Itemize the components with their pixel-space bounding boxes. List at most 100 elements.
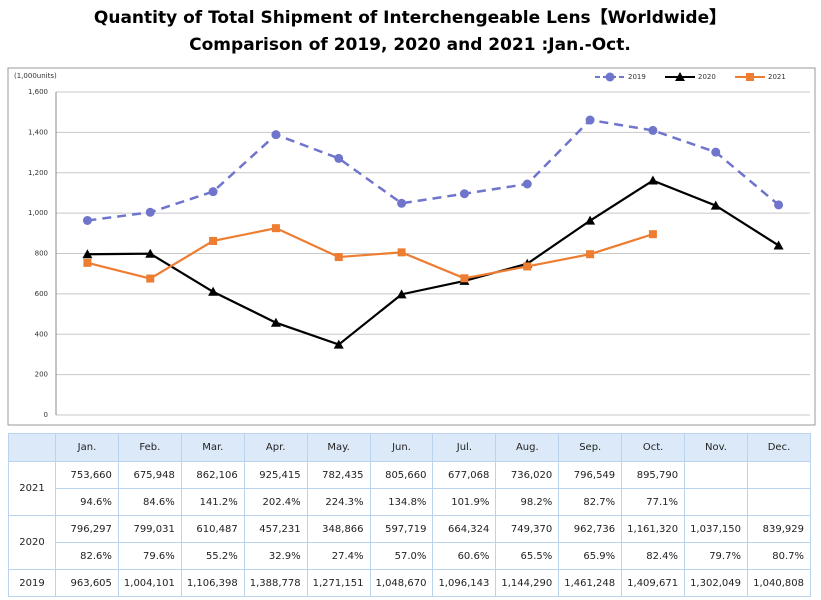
data-point — [271, 224, 280, 233]
y-tick-label: 1,600 — [28, 88, 48, 96]
y-tick-label: 1,000 — [28, 209, 48, 217]
table-cell: 1,144,290 — [495, 569, 560, 597]
y-tick-label: 0 — [44, 411, 48, 419]
table-cell: 79.7% — [684, 542, 748, 570]
column-header: Jan. — [55, 433, 119, 462]
y-tick-label: 800 — [35, 250, 48, 258]
data-point — [146, 274, 155, 283]
table-cell: 664,324 — [432, 515, 497, 543]
table-row: 2021 753,660 675,948 862,106 925,415 782,435 8… — [8, 461, 812, 516]
table-cell: 77.1% — [621, 488, 686, 516]
chart: Quantity of Total Shipment of Intercheng… — [7, 7, 816, 426]
table-cell: 925,415 — [243, 461, 308, 489]
table-row: 82.6% 79.6% 55.2% 32.9% 27.4% 57.0% 60.6% 65.5%… — [9, 542, 812, 570]
table-cell: 141.2% — [180, 488, 245, 516]
table-cell: 839,929 — [746, 515, 812, 543]
table-cell: 675,948 — [117, 461, 182, 489]
table-cell: 84.6% — [117, 488, 182, 516]
corner — [8, 433, 56, 462]
data-point — [334, 153, 344, 163]
legend-label: 2020 — [698, 73, 716, 81]
table-cell: 736,020 — [495, 461, 560, 489]
table-cell — [684, 488, 748, 516]
data-point — [585, 115, 595, 125]
table-cell: 962,736 — [558, 515, 623, 543]
y-tick-label: 1,200 — [28, 169, 48, 177]
row-label: 2021 — [8, 461, 56, 516]
table-cell: 134.8% — [369, 488, 434, 516]
table-cell: 202.4% — [243, 488, 308, 516]
series-line — [87, 227, 654, 280]
column-header: Jun. — [369, 433, 434, 462]
table-cell — [746, 461, 812, 489]
table-cell: 963,605 — [55, 569, 119, 597]
table-cell: 32.9% — [243, 542, 308, 570]
data-point — [522, 179, 532, 189]
table-cell: 82.6% — [55, 542, 119, 570]
series — [83, 224, 657, 283]
chart-frame — [7, 67, 816, 426]
chart-subtitle: Comparison of 2019, 2020 and 2021 :Jan.-… — [189, 35, 631, 55]
table-cell: 796,297 — [55, 515, 119, 543]
table-cell: 27.4% — [306, 542, 371, 570]
table-row: 94.6% 84.6% 141.2% 202.4% 224.3% 134.8% 101.9%… — [9, 488, 812, 516]
table-cell: 677,068 — [432, 461, 497, 489]
legend-marker — [746, 73, 754, 81]
column-header: Oct. — [621, 433, 686, 462]
table-cell: 862,106 — [180, 461, 245, 489]
data-point — [397, 198, 407, 208]
table-cell: 1,040,808 — [746, 569, 812, 597]
data-point — [145, 248, 156, 258]
table-cell: 80.7% — [746, 542, 812, 570]
series-line — [87, 179, 780, 346]
data-point — [648, 230, 657, 239]
legend-item: 2021 — [735, 73, 786, 81]
table-cell: 1,271,151 — [306, 569, 371, 597]
row-label: 2019 — [8, 569, 56, 597]
series-line — [87, 118, 780, 222]
table-cell: 101.9% — [432, 488, 497, 516]
data-point — [208, 187, 218, 197]
table-cell: 55.2% — [180, 542, 245, 570]
data-point — [82, 215, 92, 225]
table-cell: 1,106,398 — [180, 569, 245, 597]
data-point — [397, 248, 406, 257]
legend-label: 2019 — [628, 73, 646, 81]
column-header: Mar. — [180, 433, 245, 462]
column-header: Jul. — [432, 433, 497, 462]
table-cell: 1,302,049 — [684, 569, 748, 597]
legend-marker — [675, 72, 685, 81]
chart-title: Quantity of Total Shipment of Intercheng… — [94, 7, 726, 28]
column-header: May. — [306, 433, 371, 462]
table-cell: 1,004,101 — [117, 569, 182, 597]
table-header: Jan. Feb. Mar. Apr. May. Jun. Jul. Aug. Sep. Oct.… — [8, 433, 812, 462]
table-cell: 65.5% — [495, 542, 560, 570]
y-tick-label: 600 — [35, 290, 48, 298]
data-point — [270, 317, 281, 327]
table-cell: 82.4% — [621, 542, 686, 570]
table-cell: 1,461,248 — [558, 569, 623, 597]
row-label: 2020 — [8, 515, 56, 570]
column-header: Dec. — [746, 433, 812, 462]
legend-label: 2021 — [768, 73, 786, 81]
data-point — [459, 189, 469, 199]
series — [82, 115, 784, 225]
series — [82, 175, 784, 349]
column-header: Apr. — [243, 433, 308, 462]
y-tick-label: 1,400 — [28, 128, 48, 136]
data-point — [523, 262, 532, 271]
column-header: Feb. — [117, 433, 182, 462]
table-cell: 1,048,670 — [369, 569, 434, 597]
table-cell: 805,660 — [369, 461, 434, 489]
legend-item: 2020 — [665, 72, 716, 81]
data-point — [208, 286, 219, 296]
table-cell: 1,037,150 — [684, 515, 748, 543]
data-point — [396, 289, 407, 299]
table-cell: 610,487 — [180, 515, 245, 543]
data-point — [585, 215, 596, 225]
table-cell: 796,549 — [558, 461, 623, 489]
table-cell: 98.2% — [495, 488, 560, 516]
data-point — [460, 274, 469, 283]
table-row: 2020 796,297 799,031 610,487 457,231 348,866 5… — [8, 515, 812, 570]
column-header: Sep. — [558, 433, 623, 462]
